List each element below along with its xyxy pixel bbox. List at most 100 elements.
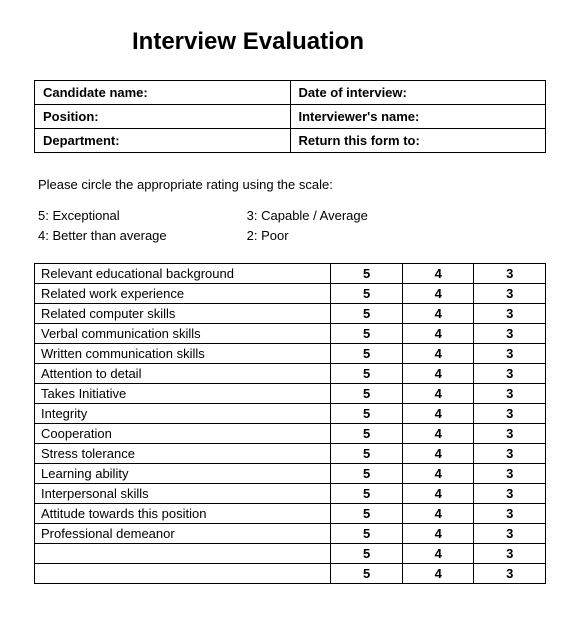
rating-cell-5[interactable]: 5 xyxy=(331,564,403,584)
rating-cell-5[interactable]: 5 xyxy=(331,404,403,424)
rating-cell-5[interactable]: 5 xyxy=(331,364,403,384)
rating-cell-4[interactable]: 4 xyxy=(402,484,474,504)
department-field: Department: xyxy=(35,129,291,153)
rating-cell-3[interactable]: 3 xyxy=(474,464,546,484)
criterion-label: Integrity xyxy=(35,404,331,424)
rating-cell-4[interactable]: 4 xyxy=(402,544,474,564)
criterion-row: Related computer skills543 xyxy=(35,304,546,324)
rating-cell-4[interactable]: 4 xyxy=(402,324,474,344)
criterion-row: Verbal communication skills543 xyxy=(35,324,546,344)
rating-cell-4[interactable]: 4 xyxy=(402,384,474,404)
rating-cell-4[interactable]: 4 xyxy=(402,364,474,384)
criterion-row: Related work experience543 xyxy=(35,284,546,304)
rating-cell-5[interactable]: 5 xyxy=(331,484,403,504)
criterion-row: 543 xyxy=(35,564,546,584)
rating-cell-4[interactable]: 4 xyxy=(402,404,474,424)
rating-cell-5[interactable]: 5 xyxy=(331,384,403,404)
criterion-label: Stress tolerance xyxy=(35,444,331,464)
criterion-label: Attitude towards this position xyxy=(35,504,331,524)
scale-item: 2: Poor xyxy=(247,226,368,246)
rating-cell-3[interactable]: 3 xyxy=(474,344,546,364)
rating-cell-3[interactable]: 3 xyxy=(474,484,546,504)
rating-cell-3[interactable]: 3 xyxy=(474,284,546,304)
criterion-row: Integrity543 xyxy=(35,404,546,424)
page-title: Interview Evaluation xyxy=(132,28,546,56)
criterion-label: Learning ability xyxy=(35,464,331,484)
rating-cell-5[interactable]: 5 xyxy=(331,344,403,364)
rating-cell-3[interactable]: 3 xyxy=(474,324,546,344)
rating-cell-4[interactable]: 4 xyxy=(402,464,474,484)
interviewers-name-field: Interviewer's name: xyxy=(290,105,546,129)
return-to-field: Return this form to: xyxy=(290,129,546,153)
criterion-label: Takes Initiative xyxy=(35,384,331,404)
rating-cell-4[interactable]: 4 xyxy=(402,564,474,584)
rating-cell-5[interactable]: 5 xyxy=(331,264,403,284)
criterion-row: Stress tolerance543 xyxy=(35,444,546,464)
rating-scale-legend: 5: Exceptional 4: Better than average 3:… xyxy=(34,206,546,245)
rating-cell-3[interactable]: 3 xyxy=(474,444,546,464)
scale-item: 3: Capable / Average xyxy=(247,206,368,226)
rating-cell-5[interactable]: 5 xyxy=(331,444,403,464)
info-row: Position: Interviewer's name: xyxy=(35,105,546,129)
criterion-label: Related computer skills xyxy=(35,304,331,324)
criterion-label: Relevant educational background xyxy=(35,264,331,284)
scale-column-left: 5: Exceptional 4: Better than average xyxy=(38,206,167,245)
info-row: Candidate name: Date of interview: xyxy=(35,81,546,105)
rating-cell-4[interactable]: 4 xyxy=(402,444,474,464)
rating-cell-5[interactable]: 5 xyxy=(331,284,403,304)
criterion-label xyxy=(35,564,331,584)
scale-item: 5: Exceptional xyxy=(38,206,167,226)
rating-cell-5[interactable]: 5 xyxy=(331,464,403,484)
criterion-label: Attention to detail xyxy=(35,364,331,384)
date-of-interview-field: Date of interview: xyxy=(290,81,546,105)
rating-cell-5[interactable]: 5 xyxy=(331,524,403,544)
rating-cell-4[interactable]: 4 xyxy=(402,304,474,324)
rating-cell-4[interactable]: 4 xyxy=(402,504,474,524)
rating-cell-3[interactable]: 3 xyxy=(474,564,546,584)
criterion-label: Cooperation xyxy=(35,424,331,444)
rating-cell-4[interactable]: 4 xyxy=(402,264,474,284)
rating-cell-4[interactable]: 4 xyxy=(402,524,474,544)
rating-cell-5[interactable]: 5 xyxy=(331,424,403,444)
criterion-label: Written communication skills xyxy=(35,344,331,364)
rating-cell-5[interactable]: 5 xyxy=(331,504,403,524)
scale-item: 4: Better than average xyxy=(38,226,167,246)
rating-cell-5[interactable]: 5 xyxy=(331,304,403,324)
criterion-label: Related work experience xyxy=(35,284,331,304)
criterion-label: Interpersonal skills xyxy=(35,484,331,504)
rating-cell-3[interactable]: 3 xyxy=(474,404,546,424)
rating-cell-3[interactable]: 3 xyxy=(474,504,546,524)
rating-cell-3[interactable]: 3 xyxy=(474,424,546,444)
criterion-label: Verbal communication skills xyxy=(35,324,331,344)
position-field: Position: xyxy=(35,105,291,129)
evaluation-form: Interview Evaluation Candidate name: Dat… xyxy=(0,0,580,604)
rating-cell-4[interactable]: 4 xyxy=(402,424,474,444)
rating-cell-3[interactable]: 3 xyxy=(474,544,546,564)
criterion-row: Interpersonal skills543 xyxy=(35,484,546,504)
rating-cell-5[interactable]: 5 xyxy=(331,544,403,564)
rating-cell-3[interactable]: 3 xyxy=(474,384,546,404)
rating-cell-3[interactable]: 3 xyxy=(474,264,546,284)
criterion-label xyxy=(35,544,331,564)
rating-cell-5[interactable]: 5 xyxy=(331,324,403,344)
criterion-row: Written communication skills543 xyxy=(35,344,546,364)
criterion-row: Attitude towards this position543 xyxy=(35,504,546,524)
criterion-row: Takes Initiative543 xyxy=(35,384,546,404)
rating-cell-4[interactable]: 4 xyxy=(402,284,474,304)
rating-cell-4[interactable]: 4 xyxy=(402,344,474,364)
candidate-name-field: Candidate name: xyxy=(35,81,291,105)
criterion-row: Relevant educational background543 xyxy=(35,264,546,284)
instructions-text: Please circle the appropriate rating usi… xyxy=(34,177,546,192)
rating-cell-3[interactable]: 3 xyxy=(474,364,546,384)
candidate-info-table: Candidate name: Date of interview: Posit… xyxy=(34,80,546,153)
criterion-label: Professional demeanor xyxy=(35,524,331,544)
criterion-row: Cooperation543 xyxy=(35,424,546,444)
rating-cell-3[interactable]: 3 xyxy=(474,304,546,324)
rating-cell-3[interactable]: 3 xyxy=(474,524,546,544)
scale-column-right: 3: Capable / Average 2: Poor xyxy=(247,206,368,245)
evaluation-criteria-table: Relevant educational background543Relate… xyxy=(34,263,546,584)
criterion-row: Attention to detail543 xyxy=(35,364,546,384)
criterion-row: Learning ability543 xyxy=(35,464,546,484)
info-row: Department: Return this form to: xyxy=(35,129,546,153)
criterion-row: 543 xyxy=(35,544,546,564)
